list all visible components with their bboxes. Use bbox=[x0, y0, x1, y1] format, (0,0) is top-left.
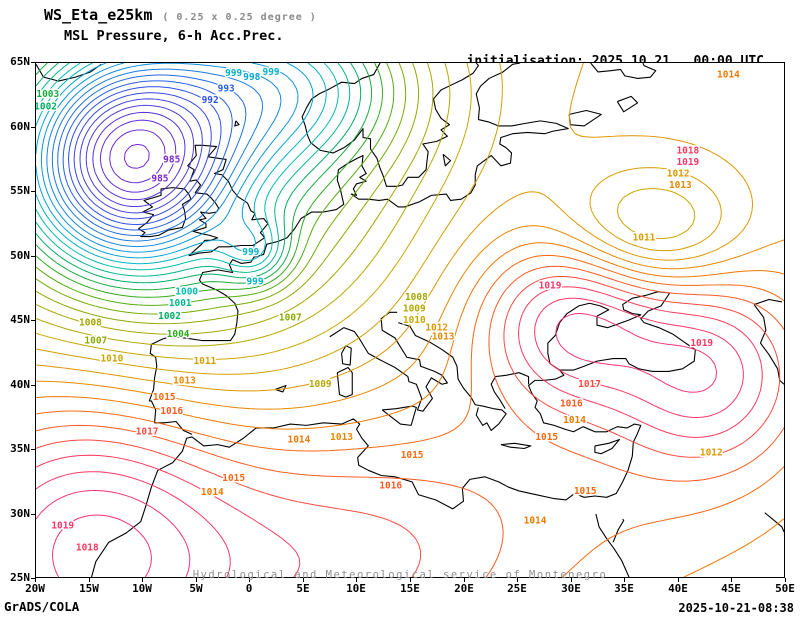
svg-text:1013: 1013 bbox=[173, 375, 196, 386]
svg-text:999: 999 bbox=[263, 67, 280, 78]
svg-text:1010: 1010 bbox=[403, 315, 426, 326]
svg-text:1015: 1015 bbox=[222, 473, 245, 484]
chart-subtitle: MSL Pressure, 6-h Acc.Prec. bbox=[64, 28, 284, 44]
svg-text:1007: 1007 bbox=[279, 312, 302, 323]
lon-tick-label: 15W bbox=[79, 582, 99, 595]
lon-tick-label: 25E bbox=[507, 582, 527, 595]
svg-text:1018: 1018 bbox=[76, 542, 99, 553]
svg-text:1008: 1008 bbox=[79, 318, 102, 329]
model-name: WS_Eta_e25km bbox=[44, 6, 153, 24]
svg-text:1015: 1015 bbox=[401, 450, 424, 461]
lon-tick-label: 0 bbox=[245, 582, 253, 595]
lon-tick-label: 20W bbox=[25, 582, 45, 595]
svg-text:985: 985 bbox=[151, 174, 168, 185]
svg-text:1017: 1017 bbox=[578, 379, 601, 390]
svg-text:1014: 1014 bbox=[524, 515, 547, 526]
svg-text:1002: 1002 bbox=[158, 311, 181, 322]
svg-text:1014: 1014 bbox=[201, 487, 224, 498]
svg-text:993: 993 bbox=[218, 84, 235, 95]
svg-text:999: 999 bbox=[225, 68, 242, 79]
svg-text:1016: 1016 bbox=[379, 481, 402, 492]
svg-text:1012: 1012 bbox=[700, 447, 723, 458]
lon-tick-label: 5W bbox=[189, 582, 203, 595]
lon-tick-label: 30E bbox=[561, 582, 581, 595]
svg-text:1009: 1009 bbox=[403, 303, 426, 314]
lat-tick-label: 55N bbox=[10, 184, 30, 197]
lat-tick-label: 65N bbox=[10, 55, 30, 68]
svg-text:1014: 1014 bbox=[563, 415, 586, 426]
lat-tick-label: 40N bbox=[10, 378, 30, 391]
svg-text:999: 999 bbox=[242, 247, 259, 258]
svg-text:1003: 1003 bbox=[36, 89, 59, 100]
lon-tick-label: 15E bbox=[400, 582, 420, 595]
svg-text:985: 985 bbox=[163, 154, 180, 165]
lon-tick-label: 35E bbox=[614, 582, 634, 595]
svg-text:1019: 1019 bbox=[690, 338, 713, 349]
svg-text:1011: 1011 bbox=[193, 356, 216, 367]
svg-text:1011: 1011 bbox=[633, 233, 656, 244]
chart-title-row: WS_Eta_e25km ( 0.25 x 0.25 degree ) bbox=[44, 6, 317, 24]
svg-text:1016: 1016 bbox=[160, 406, 183, 417]
lat-tick-label: 35N bbox=[10, 442, 30, 455]
svg-text:1013: 1013 bbox=[669, 180, 692, 191]
isobar-contours bbox=[36, 63, 784, 577]
svg-text:1013: 1013 bbox=[432, 332, 455, 343]
svg-text:1014: 1014 bbox=[288, 435, 311, 446]
lon-tick-label: 45E bbox=[721, 582, 741, 595]
svg-text:1012: 1012 bbox=[425, 323, 448, 334]
svg-text:1016: 1016 bbox=[560, 398, 583, 409]
lat-tick-label: 60N bbox=[10, 120, 30, 133]
svg-text:1002: 1002 bbox=[36, 102, 57, 113]
lon-tick-label: 5E bbox=[296, 582, 310, 595]
lat-tick-label: 30N bbox=[10, 507, 30, 520]
svg-text:1015: 1015 bbox=[535, 432, 558, 443]
creation-timestamp: 2025-10-21-08:38 bbox=[678, 601, 794, 615]
lat-tick-label: 50N bbox=[10, 249, 30, 262]
coastlines bbox=[36, 63, 784, 577]
map-plot-area: 1003 1002 999 998 999 993 992 985 985 999 999 1000 1… bbox=[35, 62, 785, 578]
svg-text:1015: 1015 bbox=[574, 486, 597, 497]
svg-text:1014: 1014 bbox=[717, 70, 740, 81]
svg-text:1000: 1000 bbox=[175, 287, 198, 298]
svg-text:1007: 1007 bbox=[84, 336, 107, 347]
svg-text:999: 999 bbox=[246, 276, 263, 287]
grads-credit: GrADS/COLA bbox=[4, 599, 80, 614]
svg-text:1001: 1001 bbox=[169, 298, 192, 309]
svg-text:1013: 1013 bbox=[330, 432, 353, 443]
lon-tick-label: 50E bbox=[775, 582, 795, 595]
lon-tick-label: 10E bbox=[346, 582, 366, 595]
svg-text:1019: 1019 bbox=[539, 280, 562, 291]
grid-resolution: ( 0.25 x 0.25 degree ) bbox=[162, 12, 317, 23]
svg-text:1008: 1008 bbox=[405, 292, 428, 303]
svg-text:1015: 1015 bbox=[153, 392, 176, 403]
svg-text:1012: 1012 bbox=[667, 168, 690, 179]
svg-text:1017: 1017 bbox=[136, 427, 159, 438]
lat-tick-label: 45N bbox=[10, 313, 30, 326]
svg-text:1009: 1009 bbox=[309, 379, 332, 390]
svg-text:998: 998 bbox=[243, 72, 260, 83]
svg-text:1010: 1010 bbox=[101, 354, 124, 365]
lon-tick-label: 10W bbox=[132, 582, 152, 595]
watermark: Hydrological and Meteorological service … bbox=[192, 569, 608, 581]
svg-text:1019: 1019 bbox=[676, 157, 699, 168]
svg-text:992: 992 bbox=[202, 95, 219, 106]
lon-tick-label: 40E bbox=[668, 582, 688, 595]
svg-text:1004: 1004 bbox=[167, 329, 190, 340]
lon-tick-label: 20E bbox=[454, 582, 474, 595]
svg-text:1019: 1019 bbox=[51, 521, 74, 532]
svg-text:1018: 1018 bbox=[676, 145, 699, 156]
